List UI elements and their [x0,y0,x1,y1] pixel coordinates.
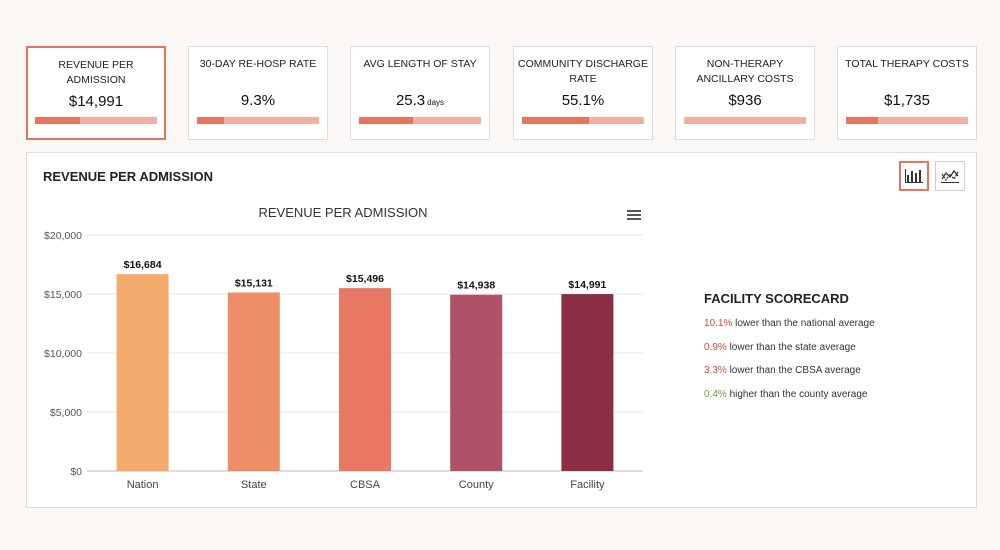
data-label: $14,938 [457,280,495,292]
chart-panel: REVENUE PER ADMISSION REVENUE PER ADMISS… [26,152,977,508]
bar-chart: REVENUE PER ADMISSION $0 $5,000 $10,000 $15,… [27,153,667,509]
bar [561,294,614,471]
line-chart-icon [941,169,959,183]
chart-title: REVENUE PER ADMISSION [258,205,427,220]
kpi-value: $14,991 [68,93,124,110]
kpi-value: $1,735 [884,92,930,109]
kpi-value-wrap: 25.3 days [351,92,489,109]
x-tick-label: Facility [570,479,605,491]
scorecard-percent: 0.4% [704,388,727,400]
kpi-title: 30-DAY RE-HOSP RATE [199,58,317,70]
scorecard-text: lower than the CBSA average [726,365,861,376]
panel-title: REVENUE PER ADMISSION [43,169,213,184]
kpi-progress-fill [846,117,878,124]
scorecard-text: higher than the county average [726,388,868,400]
kpi-title: REVENUE PER ADMISSION [58,59,134,86]
x-tick-label: State [241,479,267,491]
x-tick-label: CBSA [350,479,381,491]
scorecard-percent: 0.9% [704,341,727,353]
scorecard-line: 3.3% lower than the CBSA average [704,365,964,389]
kpi-card[interactable]: REVENUE PER ADMISSION $14,991 [26,46,166,140]
kpi-title: COMMUNITY DISCHARGE RATE [518,58,648,85]
scorecard-title: FACILITY SCORECARD [704,291,849,306]
chart-menu-icon[interactable] [627,210,641,222]
chart-svg: REVENUE PER ADMISSION $0 $5,000 $10,000 $15,… [44,205,643,491]
x-tick-label: Nation [127,479,159,491]
kpi-progress-fill [35,117,81,124]
bar-chart-view-button[interactable] [899,161,929,191]
kpi-progress-fill [359,117,413,124]
y-tick-label: $0 [70,466,82,478]
kpi-title: TOTAL THERAPY COSTS [845,58,969,70]
kpi-progress-bar [35,117,157,124]
kpi-progress-bar [359,117,481,124]
scorecard-text: lower than the national average [732,318,875,329]
kpi-row: REVENUE PER ADMISSION $14,991 30-DAY RE-HO… [26,46,977,140]
x-tick-label: County [459,479,494,491]
kpi-value-wrap: $936 [676,92,814,109]
data-label: $14,991 [568,279,606,291]
kpi-title: AVG LENGTH OF STAY [363,58,477,70]
kpi-progress-fill [197,117,224,124]
bar [116,274,169,471]
kpi-progress-fill [522,117,590,124]
kpi-value-wrap: $1,735 [838,92,976,109]
scorecard-percent: 3.3% [704,365,727,376]
kpi-value: $936 [728,92,762,109]
kpi-progress-bar [197,117,319,124]
kpi-card[interactable]: TOTAL THERAPY COSTS $1,735 [837,46,977,140]
kpi-card[interactable]: COMMUNITY DISCHARGE RATE 55.1% [513,46,653,140]
kpi-card[interactable]: NON-THERAPY ANCILLARY COSTS $936 [675,46,815,140]
kpi-value-wrap: $14,991 [28,93,164,110]
kpi-card[interactable]: AVG LENGTH OF STAY 25.3 days [350,46,490,140]
kpi-title: NON-THERAPY ANCILLARY COSTS [696,58,794,85]
y-tick-label: $20,000 [44,230,82,242]
scorecard-line: 10.1% lower than the national average [704,318,964,342]
line-chart-view-button[interactable] [935,161,965,191]
scorecard-line: 0.4% higher than the county average [704,389,964,413]
kpi-unit: days [427,98,445,107]
kpi-value-wrap: 9.3% [189,92,327,109]
kpi-progress-bar [684,117,806,124]
kpi-value: 9.3% [240,92,276,109]
kpi-progress-bar [522,117,644,124]
bar-chart-icon [905,169,923,183]
bar [450,294,503,471]
data-label: $15,131 [235,277,273,289]
data-label: $16,684 [124,259,162,271]
y-tick-label: $5,000 [50,407,82,419]
kpi-value: 25.3 [395,92,426,109]
y-tick-label: $15,000 [44,289,82,301]
scorecard-line: 0.9% lower than the state average [704,342,964,366]
scorecard-percent: 10.1% [704,318,733,329]
kpi-progress-bar [846,117,968,124]
facility-scorecard: FACILITY SCORECARD 10.1% lower than the … [704,291,964,412]
kpi-card[interactable]: 30-DAY RE-HOSP RATE 9.3% [188,46,328,140]
kpi-value: 55.1% [561,92,605,109]
kpi-value-wrap: 55.1% [514,92,652,109]
bar [339,288,391,471]
data-label: $15,496 [346,273,384,285]
y-tick-label: $10,000 [44,348,82,360]
scorecard-text: lower than the state average [726,341,856,353]
bar [227,292,280,471]
